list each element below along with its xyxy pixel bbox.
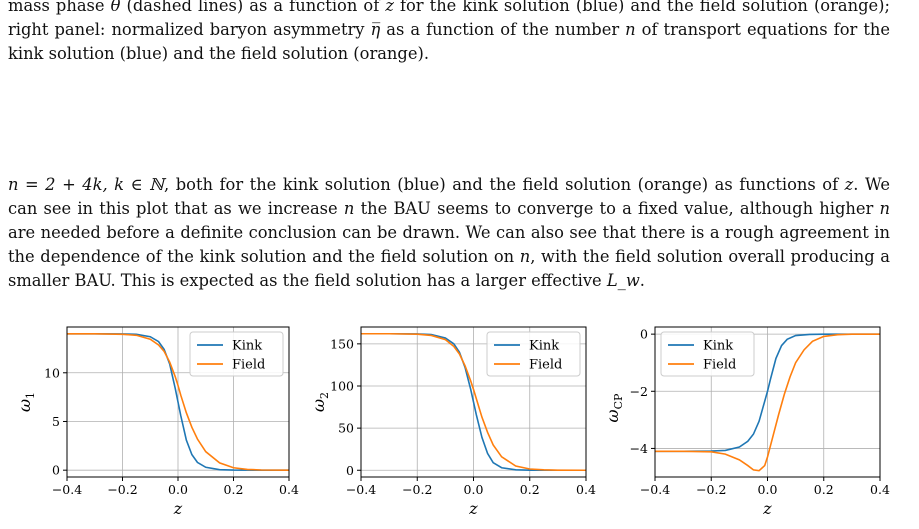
math-inline: η̅ — [370, 20, 381, 39]
math-inline: θ — [110, 0, 121, 15]
x-tick-label: −0.4 — [640, 482, 670, 497]
body-paragraph: n = 2 + 4k, k ∈ ℕ, both for the kink sol… — [8, 173, 890, 293]
y-tick-label: 10 — [44, 365, 60, 380]
math-inline: n — [519, 247, 531, 266]
y-tick-label: −4 — [630, 441, 648, 456]
text-run: . We can see in this plot that as we inc… — [8, 175, 890, 218]
x-tick-label: −0.2 — [402, 482, 432, 497]
text-run: , with the field solution overall produc… — [8, 247, 890, 290]
x-tick-label: −0.4 — [52, 482, 82, 497]
x-axis-label: z — [173, 499, 183, 518]
text-run: , both for the kink solution (blue) and … — [164, 175, 845, 194]
x-tick-label: 0.2 — [814, 482, 834, 497]
text-run: are needed before a definite conclusion … — [8, 223, 890, 266]
y-axis-label: ω1 — [15, 392, 37, 412]
series-line-kink — [361, 332, 586, 472]
x-tick-label: 0.0 — [758, 482, 778, 497]
x-tick-label: −0.4 — [346, 482, 376, 497]
legend-label: Field — [529, 358, 562, 373]
y-tick-label: 50 — [338, 421, 354, 436]
math-inline: z — [844, 175, 854, 194]
series-line-field — [67, 333, 290, 471]
legend-label: Field — [703, 358, 736, 373]
math-inline: n — [879, 199, 891, 218]
math-inline: n — [343, 199, 355, 218]
chart-panel-3: −0.4 −0.2 0.0 0.2 0.4 −4 −2 0 z ωCP Kink Field — [603, 326, 890, 518]
text-run: of transport equations for the kink solu… — [8, 20, 890, 63]
x-tick-label: 0.0 — [464, 482, 484, 497]
text-run: (dashed lines) as a function of — [120, 0, 386, 15]
legend-box — [486, 331, 581, 377]
y-tick-label: −2 — [630, 384, 648, 399]
y-tick-label: 150 — [330, 336, 354, 351]
y-axis-label: ω2 — [309, 392, 331, 412]
x-tick-label: −0.2 — [107, 482, 137, 497]
x-tick-label: 0.4 — [576, 482, 596, 497]
series-line-field — [361, 332, 587, 472]
series-line-kink — [67, 333, 289, 471]
text-run: for the kink solution (blue) and the fie… — [8, 0, 890, 39]
x-tick-label: 0.0 — [168, 482, 188, 497]
legend-box — [660, 331, 755, 377]
text-run: as a function of the number — [380, 20, 626, 39]
y-axis-label: ωCP — [603, 393, 625, 422]
math-inline: n — [625, 20, 636, 39]
math-inline: L_w — [606, 271, 640, 290]
x-tick-label: −0.2 — [696, 482, 726, 497]
x-tick-label: 0.2 — [520, 482, 540, 497]
x-tick-label: 0.4 — [870, 482, 890, 497]
legend-box — [189, 331, 284, 377]
x-tick-label: 0.2 — [224, 482, 244, 497]
x-tick-label: 0.4 — [279, 482, 299, 497]
chart-panel-1: −0.4 −0.2 0.0 0.2 0.4 0 5 10 z ω1 Kink Field — [15, 326, 299, 518]
y-tick-label: 100 — [330, 378, 354, 393]
chart-panel-2: −0.4 −0.2 0.0 0.2 0.4 0 50 100 150 z ω2 Kink Field — [309, 326, 596, 518]
text-run: . — [639, 271, 645, 290]
legend-label: Kink — [232, 339, 262, 354]
text-run: mass phase — [8, 0, 111, 15]
x-axis-label: z — [468, 499, 478, 518]
legend: Kink Field — [189, 331, 284, 377]
legend-label: Field — [232, 358, 265, 373]
y-tick-label: 5 — [52, 414, 60, 429]
x-axis-label: z — [762, 499, 772, 518]
legend: Kink Field — [486, 331, 581, 377]
math-inline: n = 2 + 4k, k ∈ ℕ — [8, 175, 165, 194]
legend-label: Kink — [529, 339, 559, 354]
y-tick-label: 0 — [346, 463, 354, 478]
caption-paragraph: mass phase θ (dashed lines) as a functio… — [8, 0, 890, 66]
series-line-field — [655, 333, 880, 472]
text-run: the BAU seems to converge to a fixed val… — [354, 199, 880, 218]
y-tick-label: 0 — [52, 463, 60, 478]
math-inline: z — [385, 0, 394, 15]
legend: Kink Field — [660, 331, 755, 377]
y-tick-label: 0 — [640, 327, 648, 342]
figure-panels: −0.4 −0.2 0.0 0.2 0.4 0 5 10 z ω1 Kink Field −0.4 −0.… — [0, 300, 919, 525]
series-line-kink — [655, 333, 880, 453]
legend-label: Kink — [703, 339, 733, 354]
